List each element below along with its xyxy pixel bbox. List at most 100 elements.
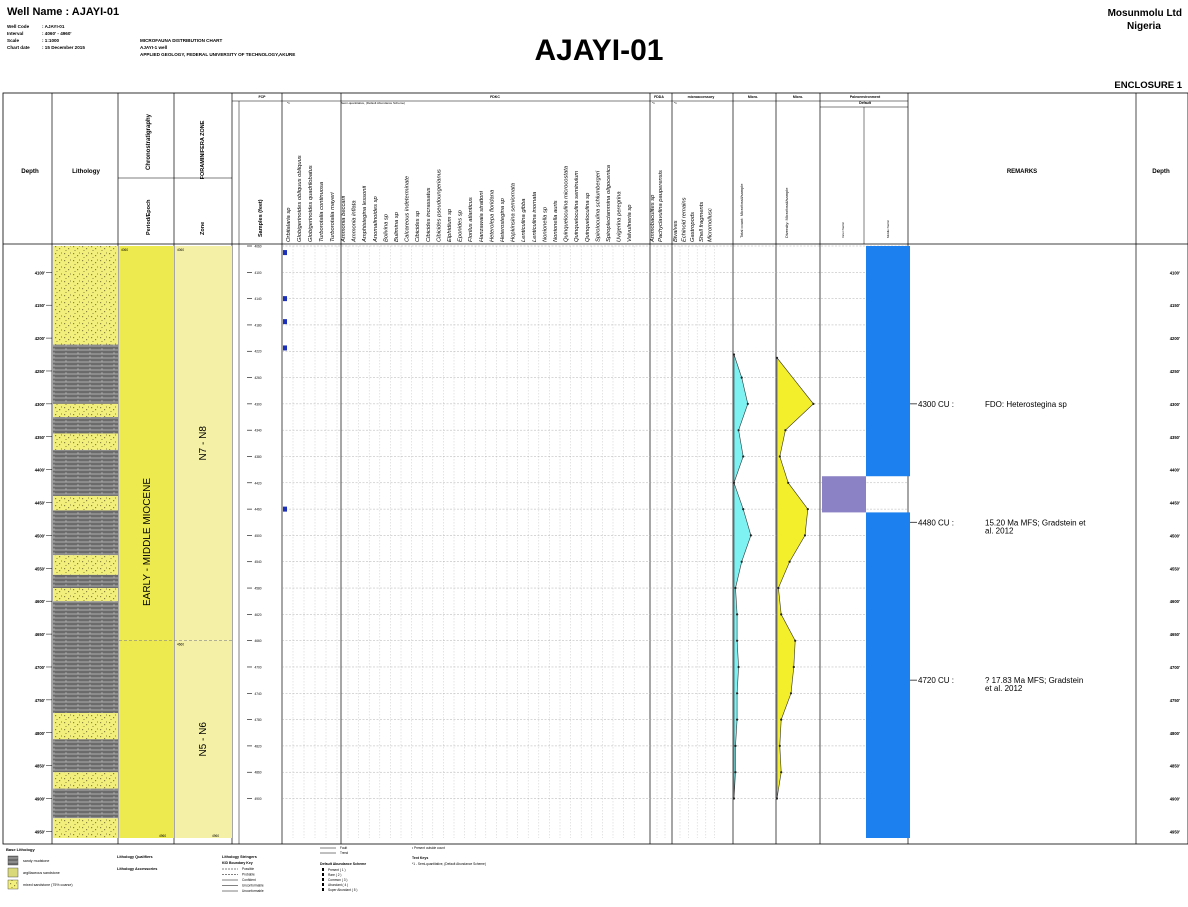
lithology-bed-sand: [53, 555, 118, 575]
middle-neritic-band: [866, 512, 910, 838]
depth-tick-label-right: 4900': [1170, 797, 1180, 802]
depth-tick-label-right: 4700': [1170, 665, 1180, 670]
lithology-bed-shale: [53, 344, 118, 404]
species-label: Echinoid remains: [682, 197, 688, 242]
total-count-point: [736, 718, 739, 721]
column-headers: Depth Lithology Chronostratigraphy Perio…: [21, 95, 1170, 238]
species-labels: Orbitalaria sp Globigerinoides obliquus o…: [286, 155, 715, 838]
sample-label: 4540: [254, 560, 261, 564]
legend-label: Confident: [242, 878, 256, 882]
lithology-bed-sand: [53, 818, 118, 838]
lithology-header: Lithology: [72, 168, 100, 175]
lithology-bed-shale: [53, 417, 118, 434]
total-count-point: [742, 508, 745, 511]
institution: APPLIED GEOLOGY, FEDERAL UNIVERSITY OF T…: [140, 52, 295, 57]
species-label: Quinqueloculina sp: [585, 192, 591, 242]
sample-label: 4780: [254, 718, 261, 722]
depth-tick-label-right: 4950': [1170, 829, 1180, 834]
legend-label: Possible: [242, 867, 254, 871]
chronostratigraphy-band: [119, 246, 174, 838]
sample-label: 4900: [254, 797, 261, 801]
diversity-point: [778, 744, 781, 748]
species-label: Nonionella sp: [542, 206, 548, 242]
species-label: Hanzawaia strattoni: [479, 190, 485, 242]
depth-tick-label-right: 4100': [1170, 270, 1180, 275]
depth-tick-label: 4900': [35, 797, 45, 802]
species-label: Bulimina sp: [394, 211, 400, 242]
diversity-point: [780, 771, 783, 774]
legend-label: sandy mudstone: [23, 859, 49, 863]
species-label: Ammonia inflata: [352, 200, 358, 243]
species-label: Cibicides sp: [415, 210, 421, 242]
depth-tick-label: 4350': [35, 435, 45, 440]
legend-label: Probable: [242, 873, 255, 877]
micro-count-header: Micro.: [748, 95, 758, 99]
remark-text: ? 17.83 Ma MFS; Gradstein et al. 2012: [985, 676, 1083, 693]
depth-tick-label-right: 4400': [1170, 468, 1180, 473]
header: Well Name : AJAYI-01 Well Code : AJAYI-0…: [7, 6, 1183, 91]
species-label: Spiroplectammina oligocenica: [606, 164, 612, 242]
fcp-abundance-note: *1: [287, 101, 290, 105]
total-count-header: Total count: Microfossil/sample: [739, 183, 744, 238]
depth-tick-label-right: 4450': [1170, 501, 1180, 506]
paleoenvironment-header: Paleoenvironment: [850, 95, 881, 99]
meta-label: Interval: [7, 31, 23, 36]
chronostratigraphy-label: EARLY - MIDDLE MIOCENE: [142, 478, 153, 606]
lithology-bed-sand: [53, 588, 118, 602]
legend-label: Unconformable: [242, 889, 264, 893]
legend-swatch: [7, 867, 19, 878]
depth-tick-label-right: 4350': [1170, 435, 1180, 440]
legend-title: Base Lithology: [6, 847, 35, 852]
zone-band: [175, 640, 232, 838]
fcp-occurrence-mark: [283, 319, 287, 325]
depth-tick-label: 4150': [35, 303, 45, 308]
fdkc-header: FDKC: [490, 95, 500, 99]
meta-value: : AJAYI-01: [42, 24, 65, 29]
sample-label: 4100: [254, 271, 261, 275]
depth-tick-label: 4250': [35, 369, 45, 374]
legend-label: Present ( 1 ): [328, 868, 346, 872]
legend-title: Text Keys: [412, 856, 428, 860]
paleoenvironment-default: Default: [859, 101, 872, 105]
total-count-area: [733, 354, 752, 799]
species-label: Quinqueloculina seminulum: [574, 171, 580, 242]
diversity-point: [789, 692, 793, 695]
legend-label: Unconformable: [242, 884, 264, 888]
total-count-point: [749, 534, 753, 537]
diversity-point: [787, 481, 790, 484]
species-label: Heterostegina sp: [500, 197, 506, 242]
diversity-point: [775, 797, 779, 800]
total-count-point: [736, 639, 739, 642]
diversity-point: [778, 455, 781, 458]
legend-title: KID Boundary Key: [222, 861, 253, 865]
depth-tick-label: 4800': [35, 731, 45, 736]
depth-tick-label: 4700': [35, 665, 45, 670]
zone-label: N7 - N8: [198, 426, 209, 461]
species-label: Florilus atlanticus: [468, 197, 474, 242]
total-count-point: [740, 376, 743, 379]
species-label: Orbitalaria sp: [286, 207, 292, 242]
diversity-point: [794, 639, 797, 642]
depth-tick-label-right: 4300': [1170, 402, 1180, 407]
legend-abundance-mark: [322, 883, 324, 886]
depth-header: Depth: [21, 168, 39, 175]
diversity-point: [780, 718, 783, 721]
legend-title: Lithology Accessories: [117, 867, 157, 871]
diversity-point: [792, 665, 795, 669]
species-label: Uvigerina peregrina: [617, 191, 623, 242]
species-label: Gastropods: [690, 212, 696, 242]
middle-neritic-band: [866, 246, 910, 477]
diversity-point: [780, 613, 783, 616]
chrono-base-label: 4960: [159, 834, 166, 838]
total-count-point: [736, 692, 739, 695]
sample-label: 4260: [254, 376, 261, 380]
zone-header: Zone: [200, 222, 206, 235]
legend-label: Trend: [340, 851, 348, 855]
inner-neritic-band: [822, 476, 866, 513]
lithology-bed-shale: [53, 510, 118, 556]
depth-tick-label-right: 4250': [1170, 369, 1180, 374]
sample-label: 4580: [254, 587, 261, 591]
total-count-point: [740, 560, 743, 563]
sample-label: 4380: [254, 455, 261, 459]
